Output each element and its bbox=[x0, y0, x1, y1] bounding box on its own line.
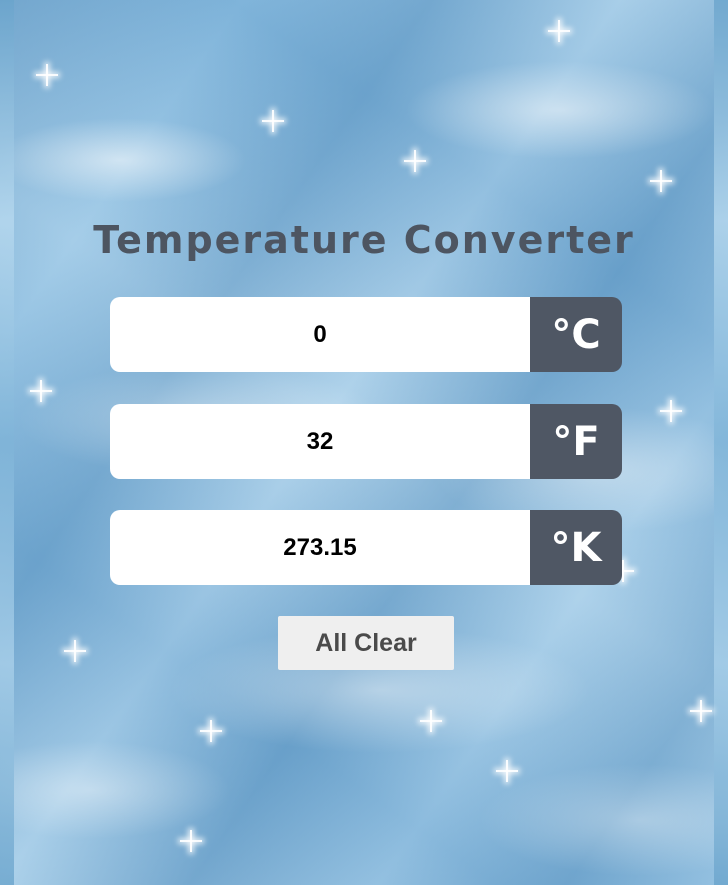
all-clear-button[interactable]: All Clear bbox=[278, 616, 454, 670]
sparkle-decoration bbox=[650, 170, 672, 192]
sparkle-decoration bbox=[660, 400, 682, 422]
sparkle-decoration bbox=[262, 110, 284, 132]
background-edge-left bbox=[0, 0, 14, 885]
fahrenheit-input[interactable] bbox=[110, 404, 530, 479]
kelvin-input[interactable] bbox=[110, 510, 530, 585]
background-edge-right bbox=[714, 0, 728, 885]
sparkle-decoration bbox=[690, 700, 712, 722]
kelvin-unit-label: °K bbox=[530, 510, 622, 585]
page-title: Temperature Converter bbox=[93, 218, 635, 262]
celsius-unit-label: °C bbox=[530, 297, 622, 372]
sparkle-decoration bbox=[420, 710, 442, 732]
celsius-row: °C bbox=[110, 297, 622, 372]
sparkle-decoration bbox=[30, 380, 52, 402]
sparkle-decoration bbox=[180, 830, 202, 852]
fahrenheit-row: °F bbox=[110, 404, 622, 479]
sparkle-decoration bbox=[496, 760, 518, 782]
fahrenheit-unit-label: °F bbox=[530, 404, 622, 479]
sparkle-decoration bbox=[548, 20, 570, 42]
sparkle-decoration bbox=[404, 150, 426, 172]
celsius-input[interactable] bbox=[110, 297, 530, 372]
sparkle-decoration bbox=[36, 64, 58, 86]
sparkle-decoration bbox=[200, 720, 222, 742]
kelvin-row: °K bbox=[110, 510, 622, 585]
sparkle-decoration bbox=[64, 640, 86, 662]
